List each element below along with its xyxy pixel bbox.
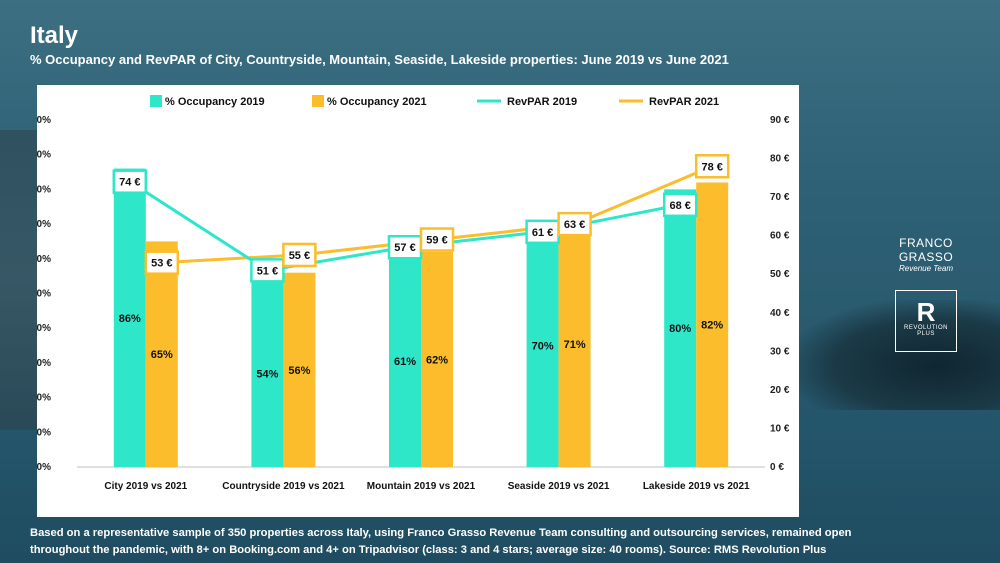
left-axis-tick: 0% (37, 462, 51, 473)
legend-label: % Occupancy 2019 (165, 96, 265, 108)
bar-occupancy-2019 (664, 189, 697, 467)
x-axis-tick: City 2019 vs 2021 (104, 481, 187, 492)
page-title: Italy (30, 22, 79, 49)
x-axis-tick: Seaside 2019 vs 2021 (508, 481, 610, 492)
right-axis-tick: 0 € (770, 462, 784, 473)
right-axis-tick: 20 € (770, 385, 790, 396)
bar-label-occupancy-2019: 80% (669, 323, 691, 335)
logo-tagline: Revenue Team (899, 264, 953, 273)
left-axis-tick: 10% (37, 427, 51, 438)
bar-label-occupancy-2019: 61% (394, 356, 416, 368)
logo-name: FRANCO GRASSO (898, 236, 954, 264)
chart-panel: 0% 10% 20% 30% 40% 50% 60% 70% 80% 90% 100% 0 € 10 €… (25, 85, 799, 517)
bar-occupancy-2021 (421, 251, 453, 467)
bar-label-occupancy-2019: 86% (119, 313, 141, 325)
legend-label: % Occupancy 2021 (327, 96, 427, 108)
data-label-revpar-2019-box (112, 169, 148, 194)
data-label-revpar-2021-box (557, 211, 592, 237)
revolution-plus-logo: R REVOLUTION PLUS (895, 290, 957, 352)
data-label-revpar-2021: 55 € (289, 250, 310, 262)
x-axis-tick: Countryside 2019 vs 2021 (222, 481, 345, 492)
bar-occupancy-2021 (283, 272, 316, 467)
footnote-line: Based on a representative sample of 350 … (30, 527, 852, 539)
bar-occupancy-2021 (145, 241, 178, 467)
bar-occupancy-2019 (251, 279, 284, 467)
logo-sub: PLUS (917, 331, 935, 337)
bar-occupancy-2019 (526, 224, 559, 467)
data-label-revpar-2019-box (250, 258, 285, 283)
right-axis-tick: 60 € (770, 231, 790, 242)
data-label-revpar-2019: 61 € (532, 227, 553, 239)
data-label-revpar-2021: 53 € (151, 258, 172, 270)
right-axis-tick: 90 € (770, 115, 790, 126)
left-axis-tick: 30% (37, 358, 51, 369)
right-axis-tick: 40 € (770, 308, 790, 319)
data-label-revpar-2019: 51 € (257, 265, 278, 277)
data-label-revpar-2021-box (282, 242, 317, 268)
bar-label-occupancy-2019: 54% (256, 368, 278, 380)
left-axis-tick: 70% (37, 219, 51, 230)
footnote: Based on a representative sample of 350 … (30, 525, 990, 559)
left-axis-tick: 50% (37, 289, 51, 300)
bar-label-occupancy-2021: 56% (288, 365, 310, 377)
left-axis-tick: 40% (37, 323, 51, 334)
data-label-revpar-2021-box (144, 250, 180, 275)
data-label-revpar-2021: 59 € (426, 235, 447, 247)
legend-label: RevPAR 2019 (507, 96, 577, 108)
right-axis-tick: 30 € (770, 346, 790, 357)
bar-occupancy-2021 (696, 182, 729, 467)
bar-label-occupancy-2021: 82% (701, 320, 723, 332)
left-axis-tick: 100% (37, 115, 51, 126)
data-label-revpar-2019: 68 € (669, 200, 690, 212)
bar-label-occupancy-2021: 62% (426, 354, 448, 366)
data-label-revpar-2021: 63 € (564, 219, 585, 231)
combo-chart: 0% 10% 20% 30% 40% 50% 60% 70% 80% 90% 100% 0 € 10 €… (25, 95, 790, 492)
x-axis-tick: Lakeside 2019 vs 2021 (643, 481, 750, 492)
legend-swatch (150, 95, 162, 107)
franco-grasso-logo: FRANCO GRASSO Revenue Team (880, 236, 972, 273)
bar-label-occupancy-2021: 65% (151, 349, 173, 361)
x-axis-tick: Mountain 2019 vs 2021 (367, 481, 476, 492)
bar-occupancy-2021 (558, 220, 591, 467)
bar-label-occupancy-2019: 70% (532, 341, 554, 353)
bar-label-occupancy-2021: 71% (564, 339, 586, 351)
data-label-revpar-2019: 57 € (394, 242, 415, 254)
right-axis-tick: 70 € (770, 192, 790, 203)
bar-occupancy-2019 (389, 255, 421, 467)
bar-occupancy-2019 (113, 168, 146, 467)
left-axis-tick: 20% (37, 393, 51, 404)
legend-swatch (312, 95, 324, 107)
legend-label: RevPAR 2021 (649, 96, 719, 108)
footnote-line: throughout the pandemic, with 8+ on Book… (30, 544, 827, 556)
data-label-revpar-2021: 78 € (701, 161, 722, 173)
left-axis-tick: 90% (37, 150, 51, 161)
data-label-revpar-2019: 74 € (119, 177, 140, 189)
logo-mark: R (916, 297, 936, 327)
data-label-revpar-2021-box (694, 154, 730, 179)
data-label-revpar-2019-box (662, 192, 698, 218)
right-axis-tick: 80 € (770, 154, 790, 165)
page-subtitle: % Occupancy and RevPAR of City, Countrys… (30, 52, 729, 67)
left-axis-tick: 80% (37, 184, 51, 195)
data-label-revpar-2021-box (419, 227, 455, 252)
left-axis-tick: 60% (37, 254, 51, 265)
logo-name: REVOLUTION (903, 325, 948, 331)
right-axis-tick: 10 € (770, 423, 790, 434)
right-axis-tick: 50 € (770, 269, 790, 280)
